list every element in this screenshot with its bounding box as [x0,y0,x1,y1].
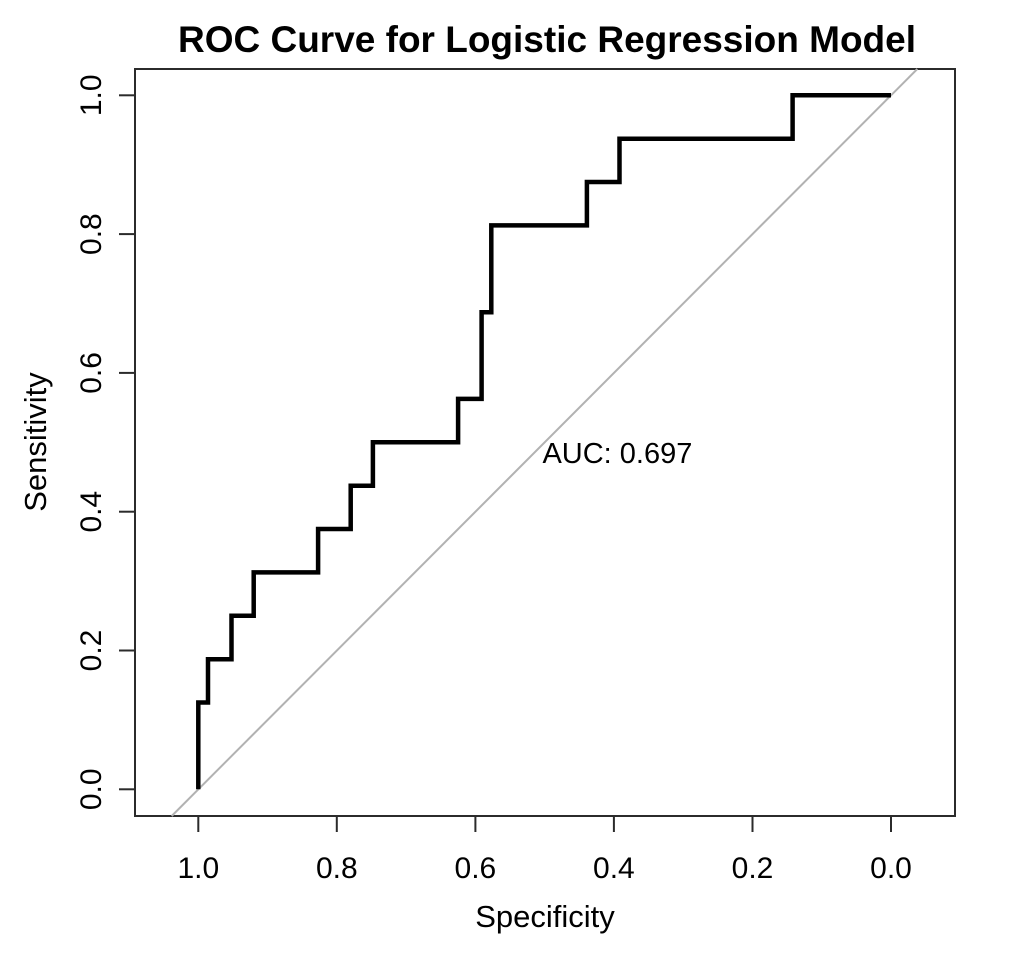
plot-box-border [134,68,956,817]
x-axis: 1.0 0.8 0.6 0.4 0.2 0.0 [177,816,912,885]
x-tick-label: 0.6 [455,852,497,885]
x-tick-label: 0.4 [593,852,635,885]
auc-annotation: AUC: 0.697 [542,438,692,470]
y-axis-label: Sensitivity [18,372,53,512]
x-tick-label: 0.2 [732,852,774,885]
chart-title: ROC Curve for Logistic Regression Model [178,19,916,60]
y-tick-label: 0.0 [75,768,108,810]
y-tick-label: 1.0 [75,74,108,116]
y-axis: 0.0 0.2 0.4 0.6 0.8 1.0 [75,74,135,810]
x-tick-label: 1.0 [177,852,219,885]
chance-diagonal-reference-line [170,68,919,817]
roc-curve [196,93,891,790]
y-tick-label: 0.6 [75,352,108,394]
y-tick-label: 0.4 [75,491,108,533]
y-tick-label: 0.8 [75,213,108,255]
y-tick-label: 0.2 [75,630,108,672]
x-tick-label: 0.0 [870,852,912,885]
x-tick-label: 0.8 [316,852,358,885]
x-axis-label: Specificity [475,899,615,934]
